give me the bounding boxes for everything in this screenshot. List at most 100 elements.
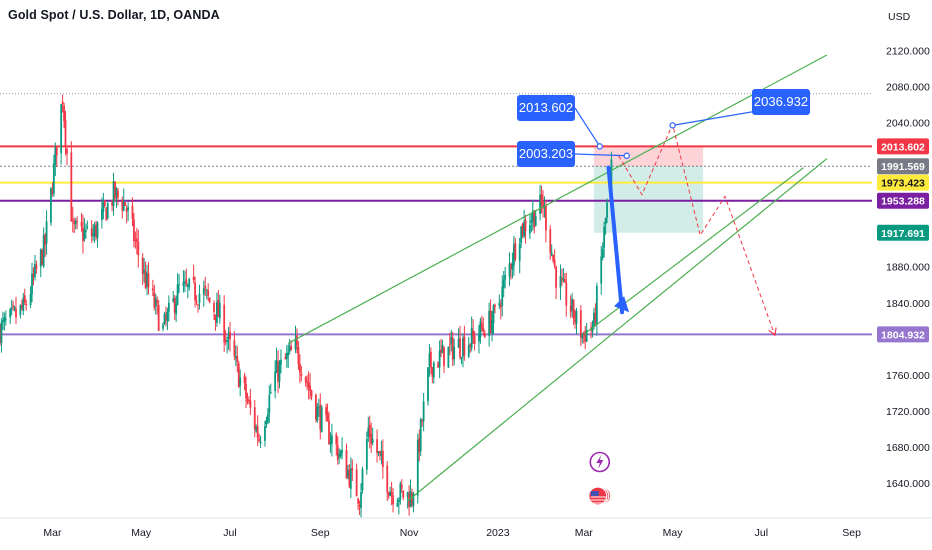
candle-body [381,450,384,468]
candle-body [320,407,323,432]
y-tick-label: 1640.000 [886,478,930,490]
candle-body [198,293,201,304]
candle-body [499,304,502,308]
candle-body [593,312,595,327]
candle-body [218,302,221,319]
y-axis: 2120.000 2080.000 2040.000 1880.000 1840.000… [886,46,930,490]
candle-body [96,222,99,238]
currency-label: USD [888,11,911,23]
candle-body [166,311,169,322]
candle-body [358,505,361,507]
candle-body [514,243,517,260]
candle-body [243,375,246,384]
candle-body [555,266,558,288]
candle-body [406,492,409,497]
x-tick-label: Mar [43,527,62,539]
candle-body [492,305,495,324]
candle-body [438,350,441,368]
candle-body [489,310,492,333]
candle-body [101,209,103,220]
candle-body [579,310,582,338]
candle-body [278,363,281,382]
candle-body [450,336,453,344]
candle-body [92,233,95,237]
candle-body [290,345,293,351]
candle-body [399,483,402,500]
candle-body [521,223,524,236]
candle-body [376,439,378,454]
candle-body [574,319,576,322]
candle-body [511,263,514,270]
candle-body [488,311,491,336]
candle-body [186,284,189,287]
candle-body [329,441,332,445]
candle-body [386,465,389,493]
candle-body [51,190,54,194]
candle-body [137,241,140,256]
candle-body [422,401,425,421]
price-tags: 2013.602 1991.569 1973.423 1953.288 1804.932… [877,138,929,343]
candle-body [253,407,256,430]
candle-body [360,492,362,509]
chart-title: Gold Spot / U.S. Dollar, 1D, OANDA [8,8,220,22]
candle-body [606,202,608,218]
candle-body [518,243,521,261]
callout-leader [574,107,601,147]
candle-body [561,278,563,280]
candle-body [336,445,339,460]
candle-body [121,200,124,211]
candle-body [76,220,79,222]
candle-body [552,255,555,261]
candle-body [569,305,572,312]
candle-body [402,490,405,498]
callout-label: 2003.203 [519,146,573,161]
candle-body [233,340,236,357]
candle-body [559,276,562,288]
candle-body [319,404,322,430]
candle-body [357,498,360,504]
candle-body [15,308,17,318]
candle-body [25,304,28,306]
candle-body [533,210,536,228]
candle-body [524,219,527,232]
candle-body [50,187,52,223]
candle-body [266,413,269,422]
candle-body [512,244,515,266]
candle-body [10,307,13,309]
candle-body [494,304,496,308]
callout-anchor [623,152,630,159]
candle-body [341,449,344,453]
lightning-bolt [596,455,604,469]
candle-body [338,454,341,457]
candle-body [347,470,349,477]
candle-body [508,263,511,277]
candle-body [234,356,237,358]
candle-body [4,319,7,321]
candle-body [127,207,130,211]
candle-body [162,324,164,329]
candle-body [226,339,228,343]
candle-body [12,305,15,307]
candle-body [93,225,96,237]
candle-body [114,181,116,199]
candle-body [42,235,45,267]
y-tick-label: 1880.000 [886,262,930,274]
candle-body [131,205,134,219]
candle-body [298,364,301,373]
candle-body [122,201,125,211]
candle-body [482,328,485,332]
candle-body [236,356,239,362]
candle-body [214,314,217,321]
candle-body [368,424,371,437]
callout-anchor [669,122,676,129]
candle-body [448,343,451,345]
candle-body [463,336,466,356]
candle-body [229,331,231,340]
candle-body [440,349,442,353]
candle-body [117,190,119,198]
candle-body [411,493,413,504]
candle-body [491,320,493,334]
candle-body [60,104,63,154]
